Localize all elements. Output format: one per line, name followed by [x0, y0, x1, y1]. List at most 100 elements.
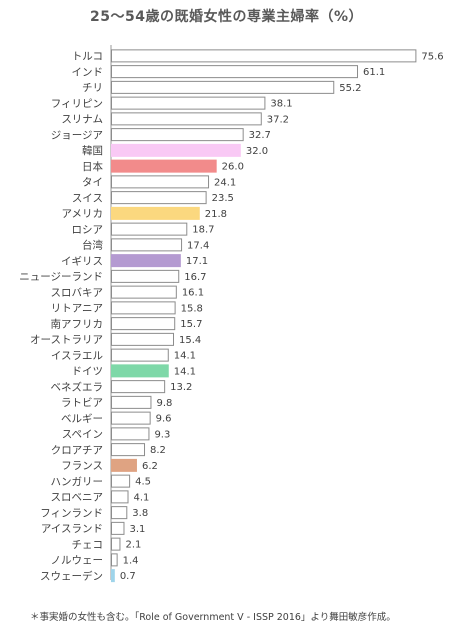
value-label: 9.6	[156, 414, 172, 425]
category-label: イギリス	[61, 255, 103, 267]
bar	[111, 490, 129, 504]
category-label: スペイン	[62, 429, 103, 441]
category-label: 台湾	[82, 239, 103, 252]
category-label: ノルウェー	[51, 555, 104, 567]
category-label: ドイツ	[72, 366, 104, 378]
value-label: 32.0	[246, 146, 268, 157]
bar	[111, 364, 169, 378]
bar	[111, 96, 266, 110]
category-label: スロバキア	[51, 287, 104, 299]
category-label: インド	[72, 66, 104, 78]
category-label: スロベニア	[51, 492, 104, 504]
bar	[111, 348, 169, 362]
category-label: トルコ	[72, 51, 103, 63]
bar	[111, 380, 166, 394]
value-label: 38.1	[270, 99, 292, 110]
category-label: クロアチア	[51, 444, 103, 456]
category-label: オーストラリア	[30, 334, 103, 346]
category-label: ベネズエラ	[51, 380, 104, 393]
category-label: ロシア	[72, 224, 104, 236]
bar	[111, 112, 262, 126]
category-label: スウェーデン	[40, 569, 103, 582]
bar	[111, 301, 176, 315]
bar	[111, 222, 188, 236]
bar	[111, 474, 131, 488]
bar	[111, 159, 217, 173]
category-label: タイ	[82, 177, 103, 189]
bar	[111, 49, 417, 63]
bar	[111, 537, 121, 551]
value-label: 17.1	[186, 256, 208, 267]
value-label: 17.4	[187, 240, 209, 251]
bar	[111, 269, 180, 283]
bar	[111, 506, 128, 520]
category-label: 日本	[82, 160, 103, 173]
value-label: 4.5	[135, 477, 151, 488]
value-label: 37.2	[267, 114, 289, 125]
category-label: ハンガリー	[51, 476, 104, 488]
category-label: チリ	[82, 82, 103, 94]
bar	[111, 443, 146, 457]
value-label: 9.8	[156, 398, 172, 409]
category-label: イスラエル	[51, 350, 103, 362]
bar	[111, 65, 359, 79]
value-label: 4.1	[134, 492, 150, 503]
bar	[111, 285, 177, 299]
value-label: 13.2	[170, 382, 192, 393]
value-label: 24.1	[214, 177, 236, 188]
value-label: 61.1	[363, 67, 385, 78]
category-label: スイス	[72, 192, 103, 204]
category-label: ニュージーランド	[19, 271, 103, 283]
category-label: フィンランド	[40, 507, 103, 519]
value-label: 1.4	[123, 555, 139, 566]
bar	[111, 254, 181, 268]
value-label: 14.1	[174, 351, 196, 362]
bar	[111, 553, 118, 567]
value-label: 26.0	[222, 162, 244, 173]
value-label: 2.1	[125, 540, 141, 551]
value-label: 3.1	[129, 524, 145, 535]
bar	[111, 569, 115, 583]
value-label: 14.1	[174, 366, 196, 377]
category-label: ラトビア	[61, 397, 103, 409]
bar	[111, 458, 137, 472]
value-label: 6.2	[142, 461, 158, 472]
bar	[111, 395, 152, 409]
value-label: 0.7	[120, 571, 136, 582]
category-label: リトアニア	[51, 303, 103, 315]
footnote: ＊事実婚の女性も含む。「Role of Government V - ISSP …	[30, 612, 396, 623]
chart-title: 25〜54歳の既婚女性の専業主婦率（%）	[90, 9, 363, 25]
bar	[111, 317, 176, 331]
category-label: アメリカ	[62, 208, 103, 220]
category-label: アイスランド	[41, 523, 103, 535]
value-label: 16.1	[182, 288, 204, 299]
category-label: ジョージア	[51, 129, 103, 141]
value-label: 21.8	[205, 209, 227, 220]
category-label: 韓国	[82, 145, 103, 157]
value-label: 3.8	[132, 508, 148, 519]
category-label: フランス	[61, 460, 103, 472]
category-label: 南アフリカ	[51, 317, 104, 330]
bar	[111, 191, 207, 205]
value-label: 32.7	[249, 130, 271, 141]
bar	[111, 238, 183, 252]
category-label: フィリピン	[51, 98, 103, 110]
value-label: 18.7	[192, 225, 214, 236]
category-label: スリナム	[61, 114, 103, 126]
bar	[111, 80, 335, 94]
bar	[111, 143, 241, 157]
value-label: 75.6	[421, 51, 443, 62]
value-label: 23.5	[212, 193, 234, 204]
value-label: 8.2	[150, 445, 166, 456]
bar	[111, 521, 125, 535]
value-label: 16.7	[184, 272, 206, 283]
category-label: ベルギー	[61, 413, 103, 425]
value-label: 15.4	[179, 335, 201, 346]
bar	[111, 411, 151, 425]
value-label: 15.7	[180, 319, 202, 330]
bar	[111, 427, 150, 441]
bar	[111, 128, 244, 142]
bar	[111, 175, 210, 189]
value-label: 9.3	[154, 429, 170, 440]
